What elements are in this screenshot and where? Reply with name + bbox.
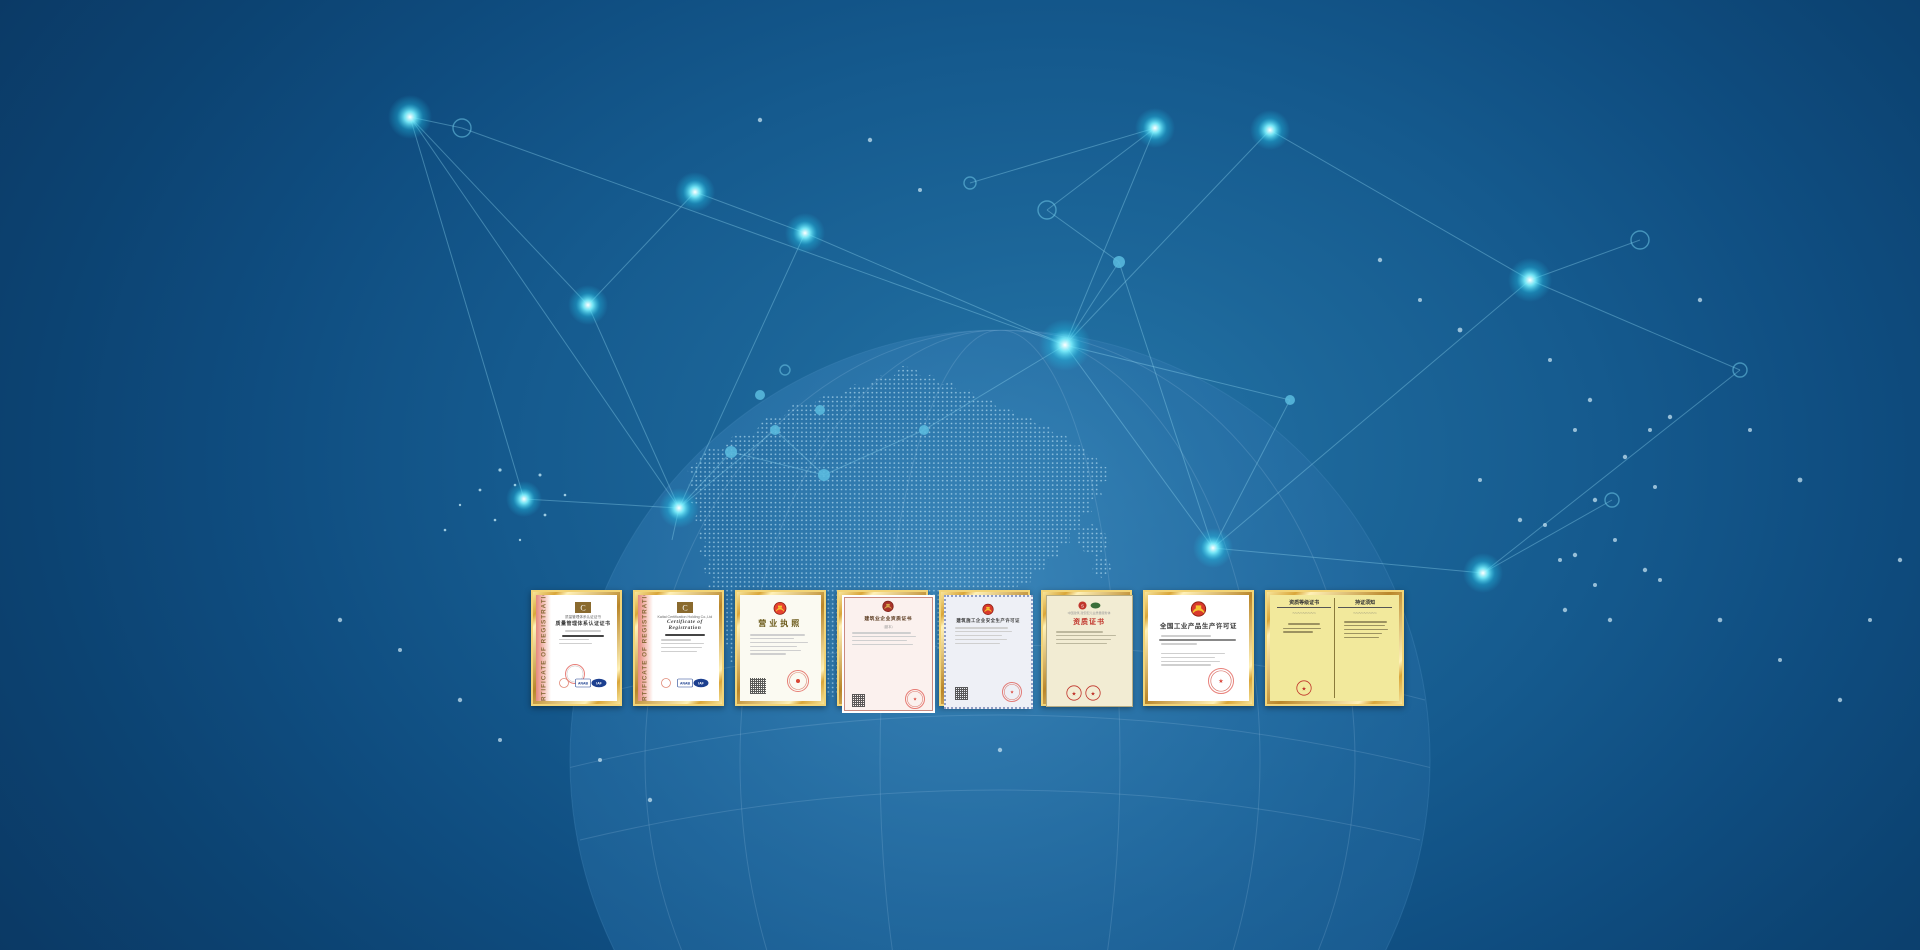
- svg-text:★: ★: [1218, 678, 1223, 685]
- svg-text:C: C: [580, 604, 585, 613]
- svg-text:★: ★: [1010, 689, 1015, 694]
- svg-text:IAF: IAF: [596, 681, 601, 685]
- svg-text:★: ★: [1071, 690, 1076, 697]
- svg-text:C: C: [682, 604, 687, 613]
- svg-text:IAF: IAF: [698, 681, 703, 685]
- svg-text:★: ★: [913, 696, 918, 701]
- svg-text:★: ★: [1090, 690, 1095, 697]
- svg-text:ANAB: ANAB: [680, 681, 691, 685]
- svg-text:★: ★: [1302, 685, 1307, 692]
- svg-text:S: S: [1081, 603, 1084, 608]
- svg-text:ANAB: ANAB: [578, 681, 589, 685]
